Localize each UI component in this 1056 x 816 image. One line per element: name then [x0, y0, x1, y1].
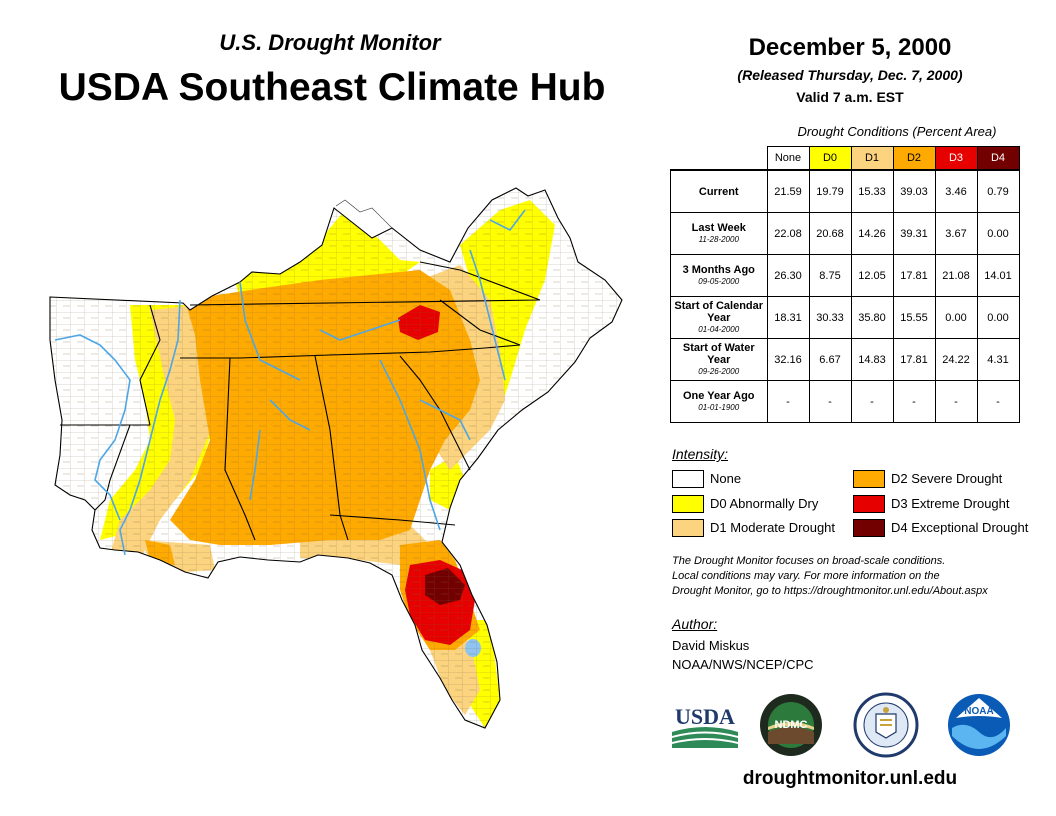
legend-swatch: [672, 470, 704, 488]
disclaimer-note: The Drought Monitor focuses on broad-sca…: [672, 555, 988, 597]
table-row: Start of Water Year 09-26-2000 32.16 6.67…: [670, 338, 1020, 381]
legend-item-d1: D1 Moderate Drought: [672, 519, 842, 537]
table-cell: -: [808, 380, 852, 423]
usda-logo: USDA: [672, 704, 738, 748]
author-name: David Miskus: [672, 638, 750, 653]
table-cell: 32.16: [766, 338, 810, 381]
table-cell: 39.31: [892, 212, 936, 255]
table-cell: 0.00: [976, 212, 1020, 255]
map-subtitle: U.S. Drought Monitor: [219, 30, 441, 55]
svg-text:NOAA: NOAA: [964, 706, 993, 717]
table-cell: -: [892, 380, 936, 423]
column-header-d4: D4: [976, 146, 1020, 171]
table-cell: 0.00: [976, 296, 1020, 339]
table-cell: 18.31: [766, 296, 810, 339]
table-cell: 4.31: [976, 338, 1020, 381]
table-cell: -: [934, 380, 978, 423]
svg-text:NDMC: NDMC: [775, 719, 808, 731]
table-cell: 15.55: [892, 296, 936, 339]
row-label: Current: [670, 169, 768, 213]
author-title: Author:: [672, 616, 718, 632]
drought-conditions-table: None D0 D1 D2 D3 D4 Current 21.59 19.79 …: [670, 146, 1020, 423]
author-org: NOAA/NWS/NCEP/CPC: [672, 657, 814, 672]
legend-item-d4: D4 Exceptional Drought: [853, 519, 1038, 537]
svg-text:USDA: USDA: [675, 704, 735, 729]
table-cell: 19.79: [808, 169, 852, 213]
legend-item-none: None: [672, 470, 842, 488]
table-cell: 12.05: [850, 254, 894, 297]
rivers: [54, 209, 526, 556]
table-cell: 20.68: [808, 212, 852, 255]
legend-item-d3: D3 Extreme Drought: [853, 495, 1038, 513]
column-header-d2: D2: [892, 146, 936, 171]
map-date: December 5, 2000: [748, 34, 952, 61]
release-date: (Released Thursday, Dec. 7, 2000): [737, 67, 963, 83]
legend-swatch: [672, 495, 704, 513]
legend-item-d0: D0 Abnormally Dry: [672, 495, 842, 513]
table-cell: 6.67: [808, 338, 852, 381]
table-row: Last Week 11-28-2000 22.08 20.68 14.26 39…: [670, 212, 1020, 255]
website-url[interactable]: droughtmonitor.unl.edu: [742, 768, 958, 789]
map-title: USDA Southeast Climate Hub: [58, 66, 606, 109]
table-row: Start of Calendar Year 01-04-2000 18.31 3…: [670, 296, 1020, 339]
column-header-d0: D0: [808, 146, 852, 171]
table-cell: 24.22: [934, 338, 978, 381]
table-cell: 14.83: [850, 338, 894, 381]
legend-title: Intensity:: [672, 446, 729, 462]
table-cell: 21.59: [766, 169, 810, 213]
table-header-row: None D0 D1 D2 D3 D4: [671, 146, 1020, 171]
table-cell: 17.81: [892, 254, 936, 297]
table-row: 3 Months Ago 09-05-2000 26.30 8.75 12.05 …: [670, 254, 1020, 297]
legend-swatch: [853, 519, 885, 537]
table-cell: 0.00: [934, 296, 978, 339]
table-cell: 26.30: [766, 254, 810, 297]
drought-map: [49, 187, 623, 729]
table-cell: 3.67: [934, 212, 978, 255]
table-cell: 21.08: [934, 254, 978, 297]
table-cell: 39.03: [892, 169, 936, 213]
table-cell: 8.75: [808, 254, 852, 297]
table-row: One Year Ago 01-01-1900 - - - - - -: [670, 380, 1020, 423]
table-cell: 17.81: [892, 338, 936, 381]
table-cell: 30.33: [808, 296, 852, 339]
row-label: 3 Months Ago 09-05-2000: [670, 254, 768, 297]
table-cell: 22.08: [766, 212, 810, 255]
column-header-none: None: [766, 146, 810, 171]
table-cell: -: [850, 380, 894, 423]
table-row: Current 21.59 19.79 15.33 39.03 3.46 0.7…: [670, 169, 1020, 213]
table-cell: 15.33: [850, 169, 894, 213]
table-cell: 35.80: [850, 296, 894, 339]
valid-time: Valid 7 a.m. EST: [796, 89, 904, 105]
column-header-d1: D1: [850, 146, 894, 171]
legend-swatch: [853, 470, 885, 488]
table-cell: -: [766, 380, 810, 423]
row-label: Start of Water Year 09-26-2000: [670, 338, 768, 381]
table-cell: 0.79: [976, 169, 1020, 213]
drought-areas: [50, 188, 622, 728]
doc-seal-logo: [853, 692, 919, 758]
row-label: Start of Calendar Year 01-04-2000: [670, 296, 768, 339]
state-borders: [49, 187, 623, 729]
table-cell: 3.46: [934, 169, 978, 213]
table-cell: 14.26: [850, 212, 894, 255]
table-cell: -: [976, 380, 1020, 423]
ndmc-logo: NDMC: [760, 694, 822, 756]
legend-item-d2: D2 Severe Drought: [853, 470, 1038, 488]
row-label: Last Week 11-28-2000: [670, 212, 768, 255]
legend-swatch: [853, 495, 885, 513]
noaa-logo: NOAA: [948, 694, 1010, 756]
column-header-d3: D3: [934, 146, 978, 171]
row-label: One Year Ago 01-01-1900: [670, 380, 768, 423]
legend-swatch: [672, 519, 704, 537]
table-cell: 14.01: [976, 254, 1020, 297]
table-caption: Drought Conditions (Percent Area): [797, 124, 997, 139]
